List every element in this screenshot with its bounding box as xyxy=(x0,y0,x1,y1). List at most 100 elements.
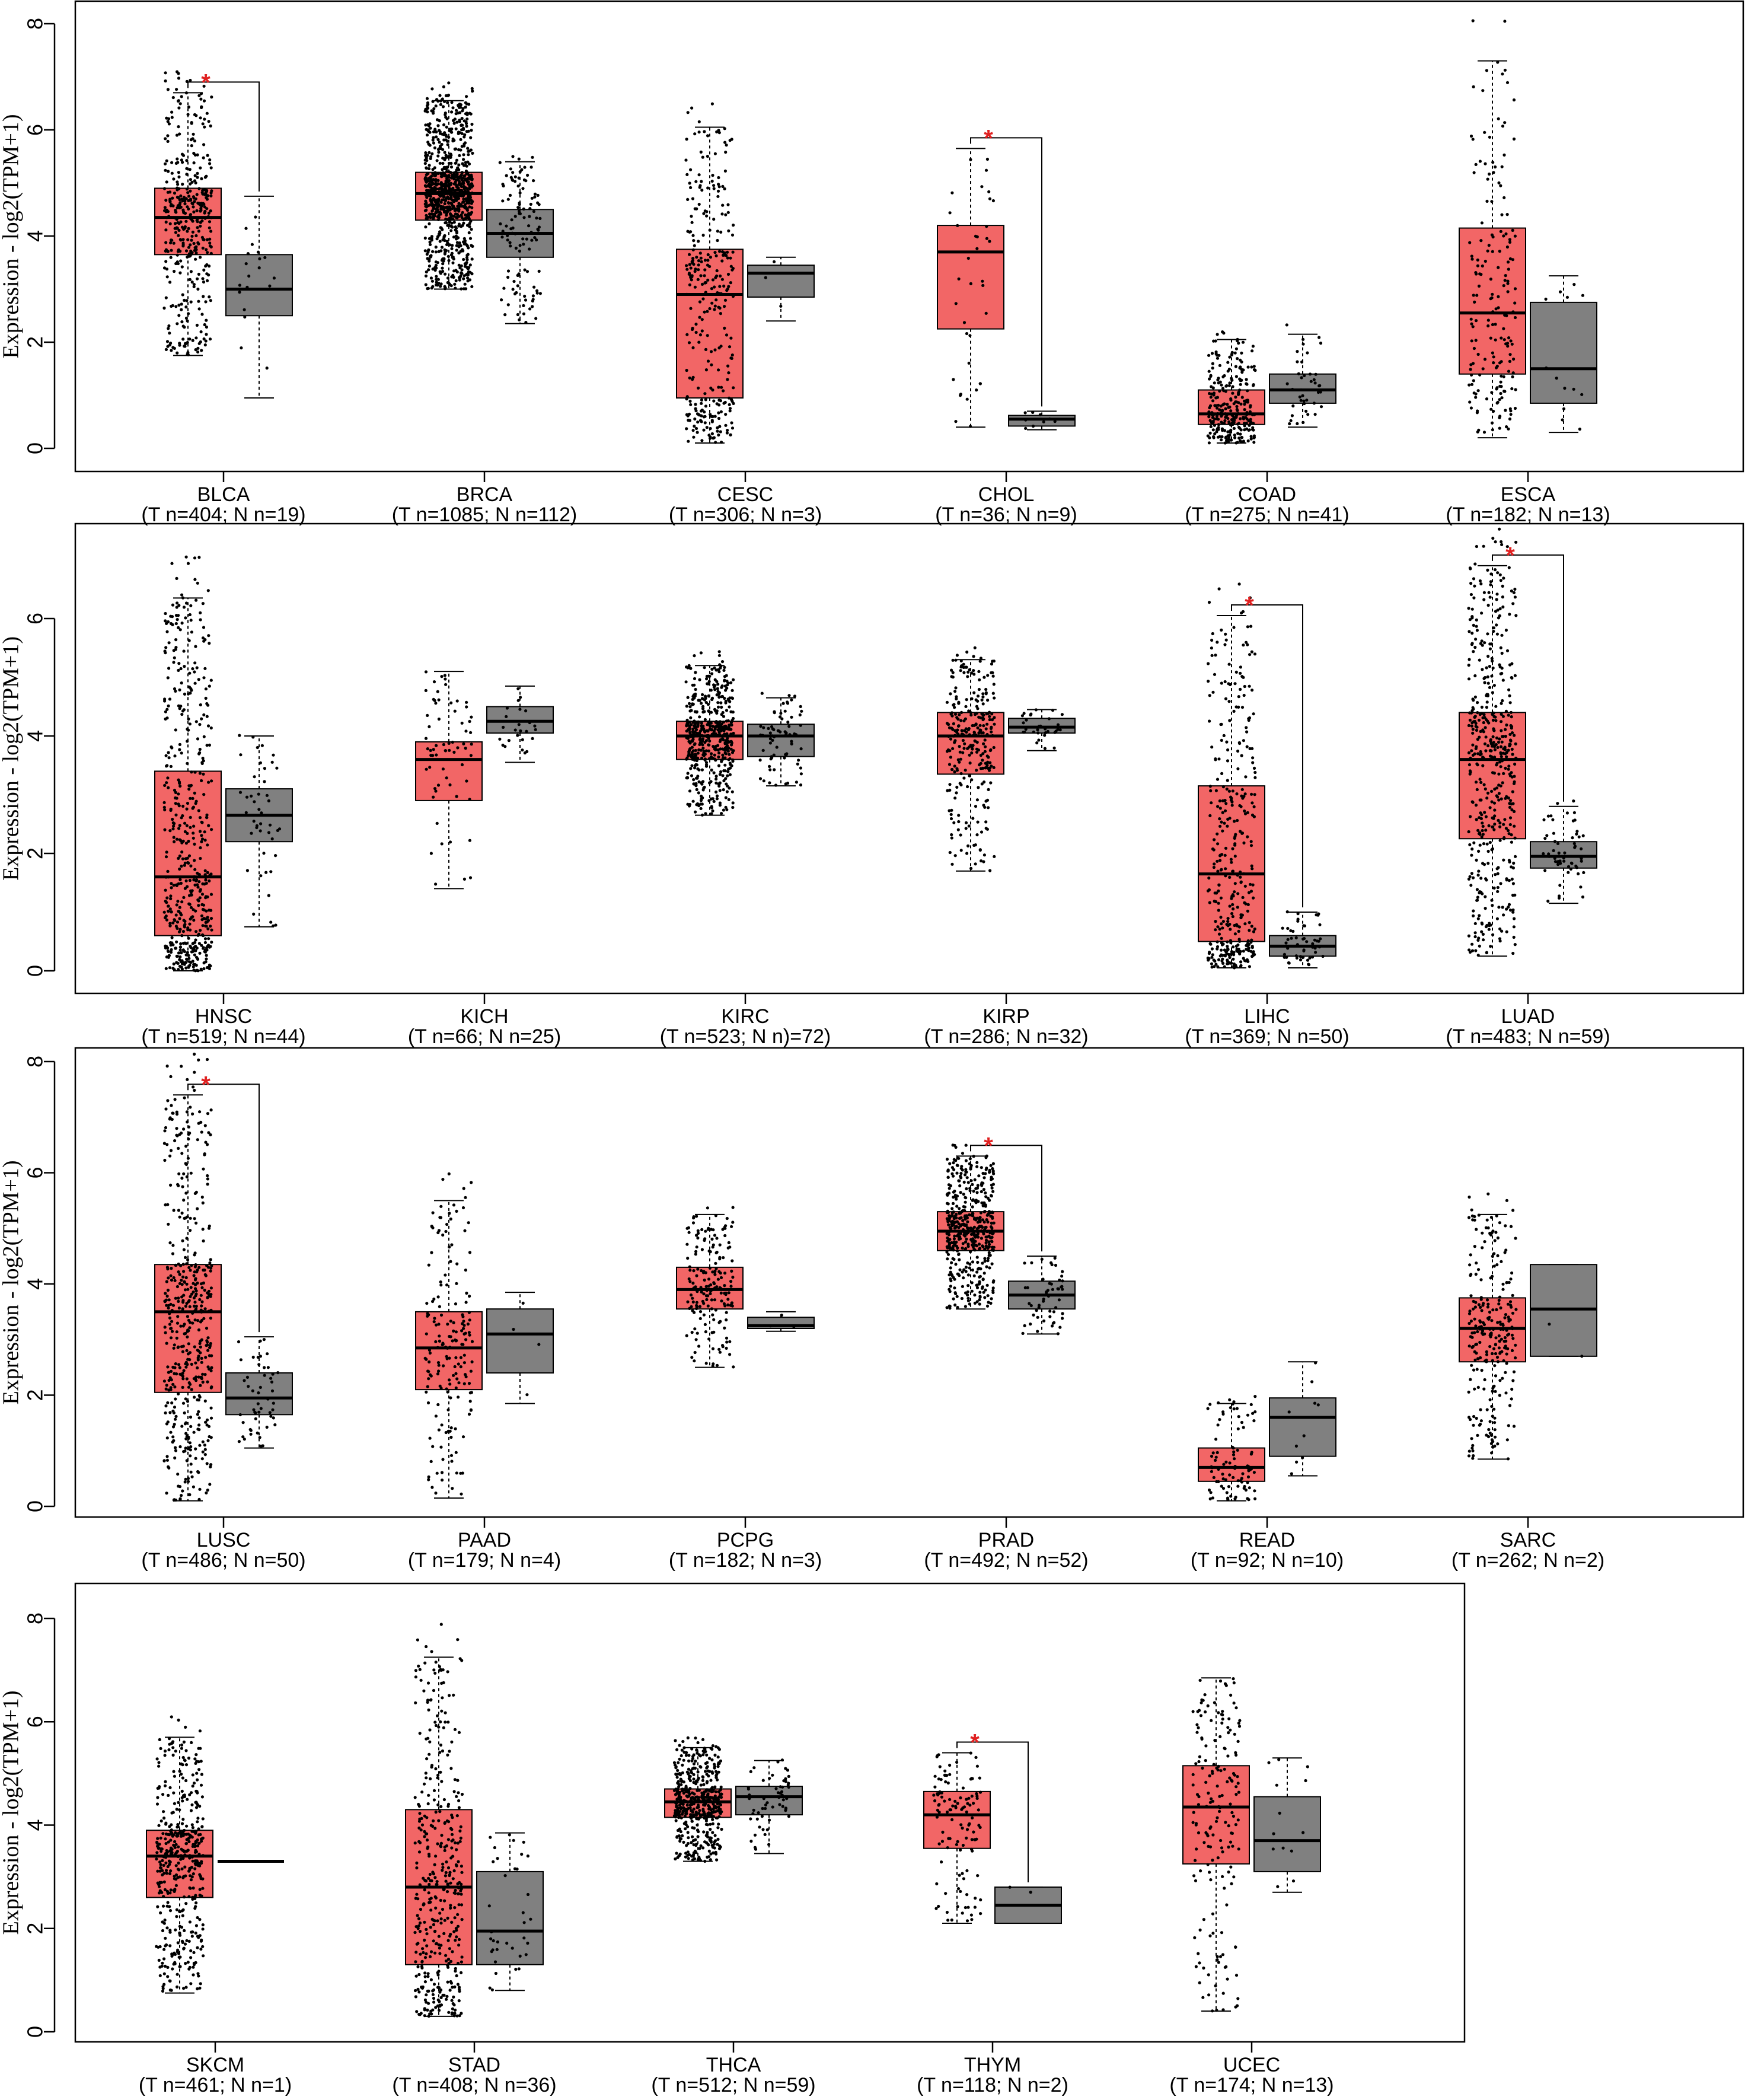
tumor-point xyxy=(977,670,981,673)
tumor-point xyxy=(715,402,719,406)
normal-point xyxy=(1025,718,1028,722)
tumor-point xyxy=(177,778,180,782)
tumor-point xyxy=(1240,396,1244,399)
tumor-point xyxy=(183,924,186,928)
normal-point xyxy=(1302,399,1306,403)
normal-point xyxy=(1024,426,1028,431)
normal-point xyxy=(1043,747,1047,750)
tumor-point xyxy=(437,151,441,154)
normal-point xyxy=(1305,940,1309,944)
tumor-point xyxy=(1228,429,1232,433)
tumor-point xyxy=(976,694,980,698)
tumor-point xyxy=(187,639,191,642)
tumor-point xyxy=(730,356,733,361)
tumor-point xyxy=(203,343,207,347)
tumor-point xyxy=(196,346,200,350)
tumor-point xyxy=(203,941,207,944)
tumor-point xyxy=(164,199,168,202)
tumor-point xyxy=(193,791,196,795)
tumor-point xyxy=(700,813,704,817)
tumor-point xyxy=(451,273,455,277)
tumor-point xyxy=(1224,867,1227,871)
tumor-point xyxy=(730,233,735,237)
normal-point xyxy=(1281,926,1284,930)
tumor-point xyxy=(200,903,204,906)
tumor-point xyxy=(1233,434,1236,437)
tumor-point xyxy=(985,712,988,716)
tumor-point xyxy=(689,735,693,738)
normal-point xyxy=(783,730,787,734)
tumor-point xyxy=(165,764,169,767)
tumor-point xyxy=(726,256,729,260)
tumor-point xyxy=(979,716,982,719)
tumor-point xyxy=(1469,815,1472,818)
tumor-point xyxy=(170,116,174,119)
tumor-point xyxy=(1512,357,1516,361)
tumor-point xyxy=(181,814,184,818)
tumor-point xyxy=(184,879,188,882)
tumor-point xyxy=(202,967,206,971)
tumor-point xyxy=(170,936,174,939)
tumor-point xyxy=(1501,678,1505,682)
normal-point xyxy=(1301,955,1305,959)
tumor-point xyxy=(1233,351,1237,355)
tumor-point xyxy=(1490,800,1494,804)
tumor-point xyxy=(205,715,209,718)
tumor-point xyxy=(1239,671,1242,675)
tumor-point xyxy=(1485,706,1488,709)
tumor-point xyxy=(202,99,206,103)
tumor-points xyxy=(684,102,735,444)
tumor-point xyxy=(465,197,469,200)
tumor-point xyxy=(454,192,457,195)
normal-point xyxy=(252,912,256,916)
tumor-point xyxy=(1223,965,1226,968)
tumor-point xyxy=(726,770,730,773)
normal-point xyxy=(537,269,541,273)
tumor-point xyxy=(1479,817,1483,820)
tumor-point xyxy=(1486,675,1489,678)
tumor-point xyxy=(1499,745,1503,748)
tumor-point xyxy=(1503,279,1507,282)
tumor-point xyxy=(446,224,449,227)
tumor-point xyxy=(1246,389,1249,393)
tumor-point xyxy=(436,783,441,787)
tumor-point xyxy=(716,687,719,690)
tumor-point xyxy=(1249,422,1252,426)
normal-point xyxy=(1313,947,1317,950)
tumor-point xyxy=(440,198,444,202)
tumor-point xyxy=(164,754,168,757)
tumor-point xyxy=(972,731,976,734)
tumor-point xyxy=(1224,407,1227,410)
tumor-point xyxy=(981,702,985,706)
tumor-point xyxy=(173,656,176,659)
tumor-point xyxy=(1214,350,1218,354)
tumor-point xyxy=(982,717,985,721)
tumor-point xyxy=(728,403,731,406)
tumor-point xyxy=(699,150,703,154)
tumor-point xyxy=(1232,957,1235,961)
tumor-point xyxy=(428,164,431,167)
tumor-point xyxy=(717,650,721,654)
tumor-point xyxy=(1211,367,1214,370)
tumor-point xyxy=(195,209,199,212)
tumor-point xyxy=(433,787,437,791)
normal-point xyxy=(783,709,787,713)
tumor-point xyxy=(1216,333,1219,336)
tumor-point xyxy=(975,712,978,715)
tumor-point xyxy=(209,917,213,920)
tumor-point xyxy=(1239,875,1242,879)
tumor-point xyxy=(1500,385,1503,388)
tumor-point xyxy=(174,305,178,308)
tumor-point xyxy=(690,106,694,110)
tumor-point xyxy=(723,169,727,173)
tumor-point xyxy=(196,350,200,354)
tumor-point xyxy=(1509,339,1513,343)
tumor-point xyxy=(725,674,728,677)
tumor-point xyxy=(186,885,189,888)
tumor-point xyxy=(965,852,969,855)
tumor-point xyxy=(1207,876,1211,880)
tumor-point xyxy=(167,641,171,645)
tumor-point xyxy=(1502,375,1505,378)
tumor-point xyxy=(207,273,210,277)
tumor-point xyxy=(715,693,719,697)
